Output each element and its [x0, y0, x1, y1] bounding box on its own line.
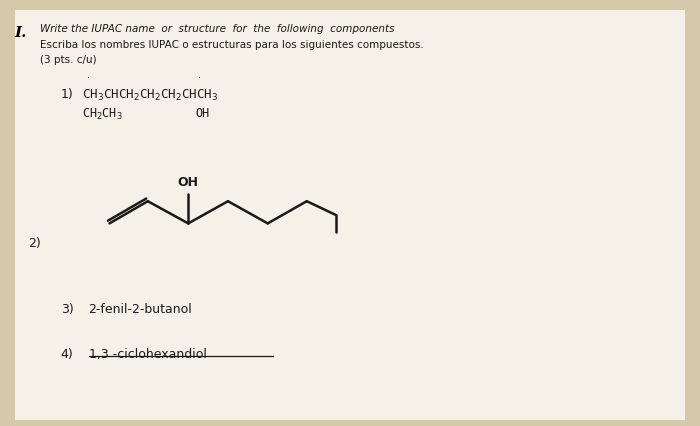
Text: 1): 1): [61, 88, 74, 101]
Text: 2): 2): [28, 237, 41, 250]
Text: 2-fenil-2-butanol: 2-fenil-2-butanol: [88, 303, 192, 316]
Text: Write the IUPAC name  or  structure  for  the  following  components: Write the IUPAC name or structure for th…: [40, 23, 394, 34]
Text: I.: I.: [14, 26, 27, 40]
Text: OH: OH: [178, 176, 199, 190]
Text: ˙: ˙: [86, 77, 91, 87]
FancyBboxPatch shape: [15, 10, 685, 420]
Text: ˙: ˙: [197, 77, 202, 87]
Text: 4): 4): [61, 348, 74, 361]
Text: CH$_3$CHCH$_2$CH$_2$CH$_2$CHCH$_3$: CH$_3$CHCH$_2$CH$_2$CH$_2$CHCH$_3$: [82, 88, 218, 103]
Text: 3): 3): [61, 303, 74, 316]
Text: 1,3 -ciclohexandiol: 1,3 -ciclohexandiol: [88, 348, 206, 361]
Text: Escriba los nombres IUPAC o estructuras para los siguientes compuestos.: Escriba los nombres IUPAC o estructuras …: [40, 40, 423, 49]
Text: CH$_2$CH$_3$: CH$_2$CH$_3$: [82, 107, 122, 122]
Text: OH: OH: [195, 107, 209, 120]
Text: (3 pts. c/u): (3 pts. c/u): [40, 55, 97, 65]
